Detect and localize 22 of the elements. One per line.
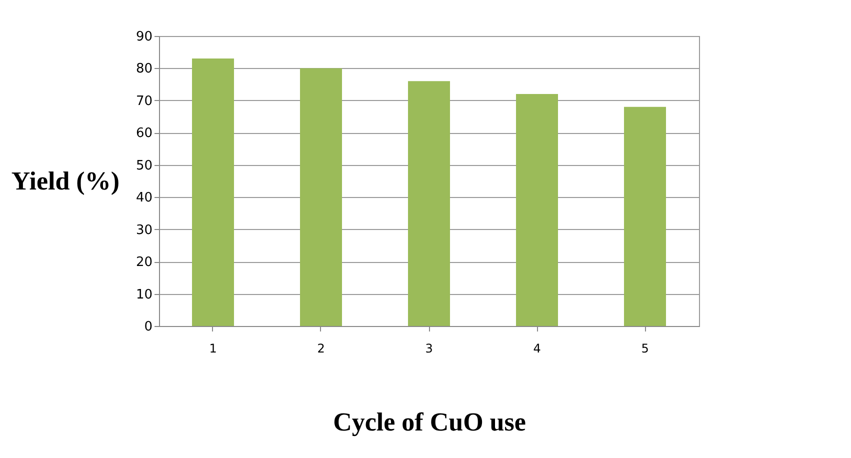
x-tick-label: 1 xyxy=(209,342,217,356)
y-tick-label: 20 xyxy=(136,255,152,270)
bar xyxy=(516,94,558,326)
y-tick-label: 60 xyxy=(136,126,152,142)
y-tick-label: 30 xyxy=(136,222,152,238)
x-tick-label: 3 xyxy=(425,342,433,356)
bar xyxy=(408,81,450,326)
bar xyxy=(624,106,666,326)
y-tick-label: 80 xyxy=(136,62,152,77)
x-tick-label: 2 xyxy=(317,342,325,356)
x-tick-label: 4 xyxy=(533,342,541,356)
y-tick-label: 90 xyxy=(136,30,152,44)
bar xyxy=(300,68,342,326)
y-tick-label: 50 xyxy=(136,158,152,174)
y-tick-label: 0 xyxy=(144,320,152,334)
y-tick-label: 10 xyxy=(136,287,152,302)
y-tick-label: 40 xyxy=(136,190,152,206)
y-tick-label: 70 xyxy=(136,94,152,109)
y-axis-title: Yield (%) xyxy=(11,166,120,196)
x-tick-label: 5 xyxy=(641,342,649,356)
x-axis-title: Cycle of CuO use xyxy=(333,408,526,436)
bar xyxy=(192,58,234,326)
